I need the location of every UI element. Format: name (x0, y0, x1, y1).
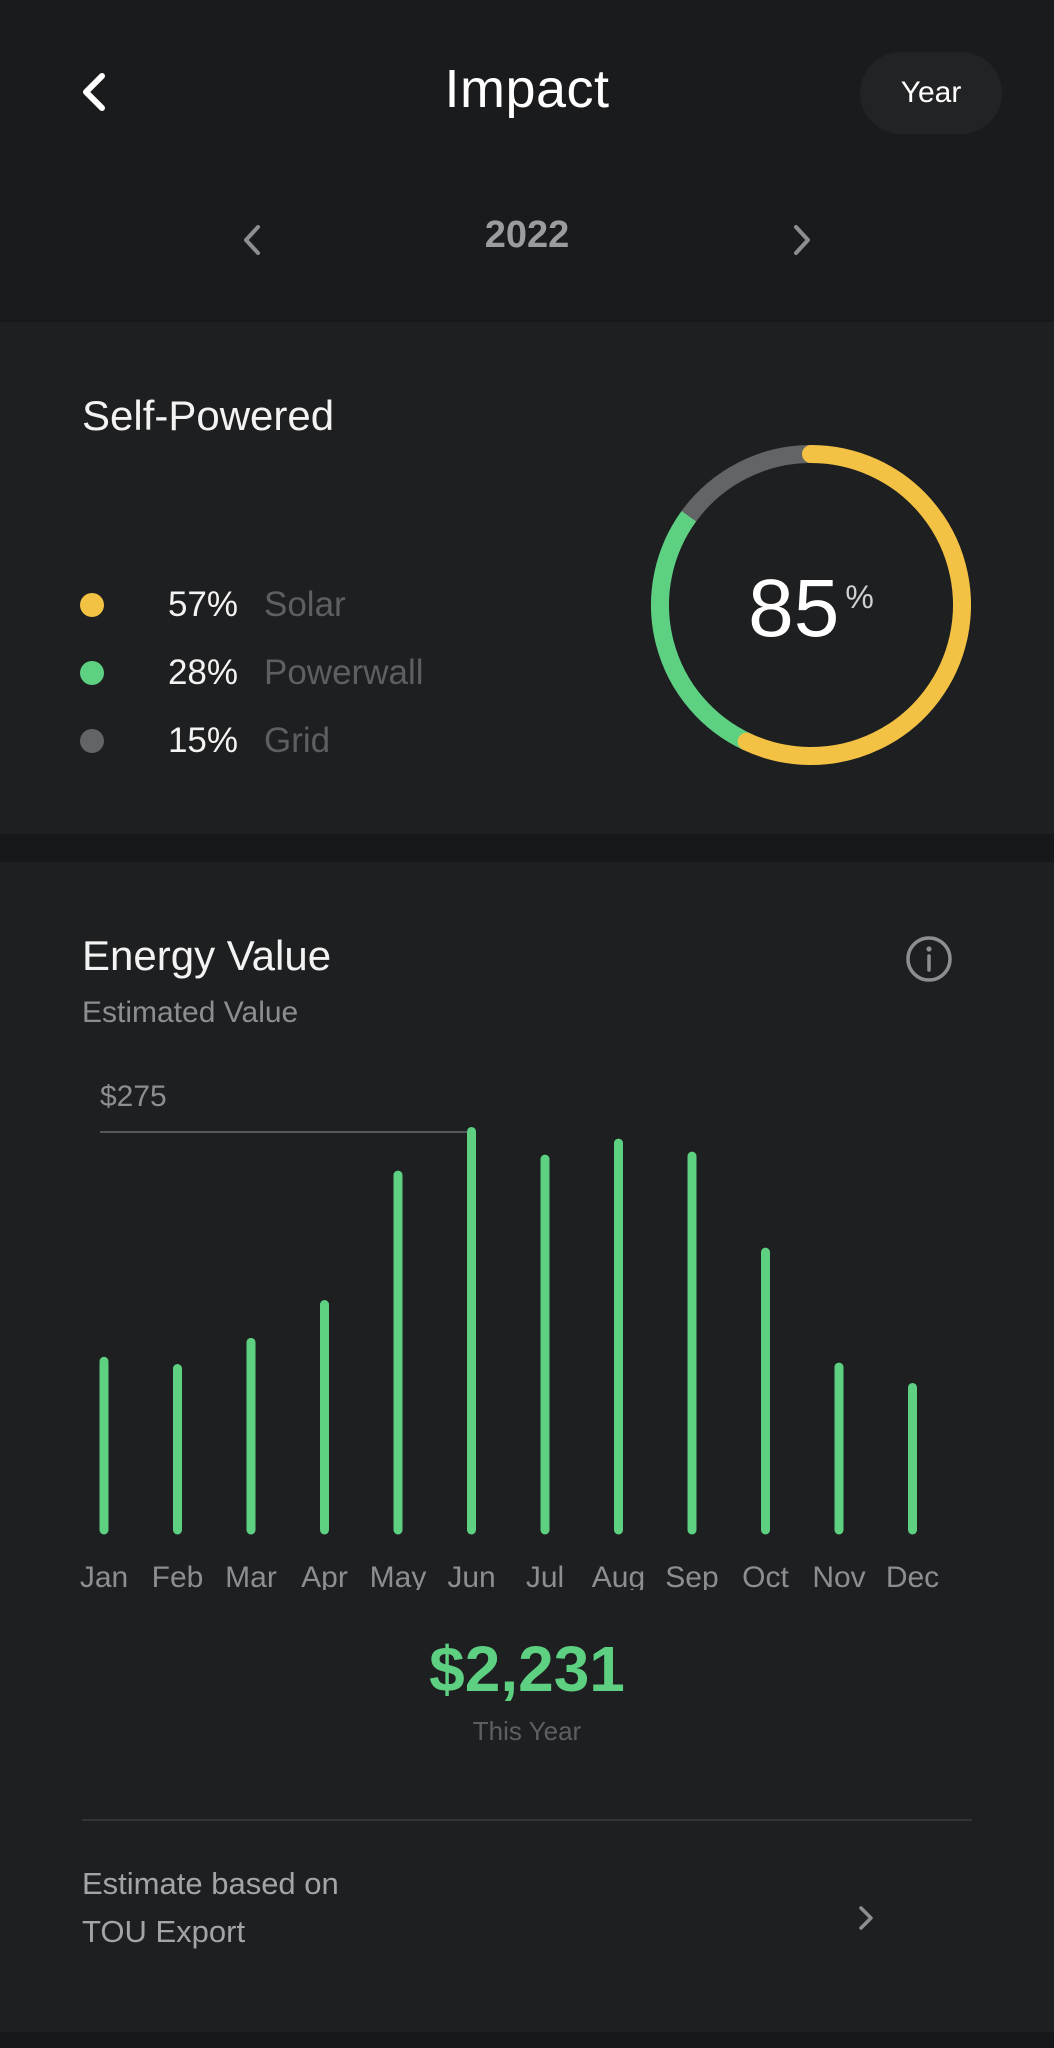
back-button[interactable] (66, 64, 122, 120)
energy-value-chart: Jan Feb Mar Apr May Jun Jul Aug Sep Oct Nov Dec (80, 1126, 939, 1590)
x-tick-label: Jun (447, 1561, 495, 1590)
chevron-left-icon (244, 225, 260, 255)
x-tick-label: Sep (665, 1561, 718, 1590)
self-powered-title: Self-Powered (82, 392, 335, 439)
divider (82, 1819, 972, 1821)
self-powered-donut (651, 445, 971, 765)
energy-value-subtitle: Estimated Value (82, 996, 299, 1029)
legend-label: Solar (264, 585, 346, 624)
estimate-basis-row[interactable]: Estimate based on TOU Export (82, 1860, 972, 1970)
legend-label: Grid (264, 721, 331, 760)
donut-segment-powerwall (651, 507, 756, 751)
estimate-basis-line1: Estimate based on (82, 1866, 339, 1901)
energy-value-total: $2,231 (429, 1633, 625, 1705)
x-tick-label: Apr (301, 1561, 348, 1590)
grid-dot (80, 729, 104, 753)
year-label: 2022 (484, 214, 570, 256)
chevron-right-icon[interactable] (846, 1896, 886, 1940)
energy-value-title: Energy Value (82, 932, 332, 979)
legend-item-solar: 57% Solar (80, 580, 346, 630)
chart-max-label: $275 (100, 1080, 167, 1113)
legend-percent: 28% (167, 653, 238, 692)
previous-year-button[interactable] (226, 214, 278, 266)
legend-percent: 57% (167, 585, 238, 624)
estimate-basis-line2: TOU Export (82, 1914, 246, 1949)
legend-item-grid: 15% Grid (80, 716, 330, 766)
x-tick-label: May (370, 1561, 427, 1590)
info-icon[interactable] (904, 934, 954, 984)
x-tick-label: Jan (80, 1561, 128, 1590)
legend-label: Powerwall (264, 653, 424, 692)
legend-item-powerwall: 28% Powerwall (80, 648, 424, 698)
legend-percent: 15% (167, 721, 238, 760)
x-tick-label: Aug (592, 1561, 645, 1590)
chevron-left-icon (83, 73, 105, 111)
x-tick-label: Jul (526, 1561, 564, 1590)
header: Impact Year 2022 (0, 0, 1054, 320)
next-year-button[interactable] (776, 214, 828, 266)
donut-segment-solar (737, 445, 971, 765)
x-tick-label: Oct (742, 1561, 789, 1590)
solar-dot (80, 593, 104, 617)
powerwall-dot (80, 661, 104, 685)
x-tick-label: Mar (225, 1561, 277, 1590)
period-selector-button[interactable]: Year (860, 52, 1002, 134)
x-tick-label: Dec (886, 1561, 939, 1590)
x-tick-label: Nov (812, 1561, 865, 1590)
x-tick-label: Feb (152, 1561, 204, 1590)
chevron-right-icon (794, 225, 810, 255)
energy-value-total-caption: This Year (472, 1716, 582, 1746)
donut-segment-grid (681, 445, 812, 522)
